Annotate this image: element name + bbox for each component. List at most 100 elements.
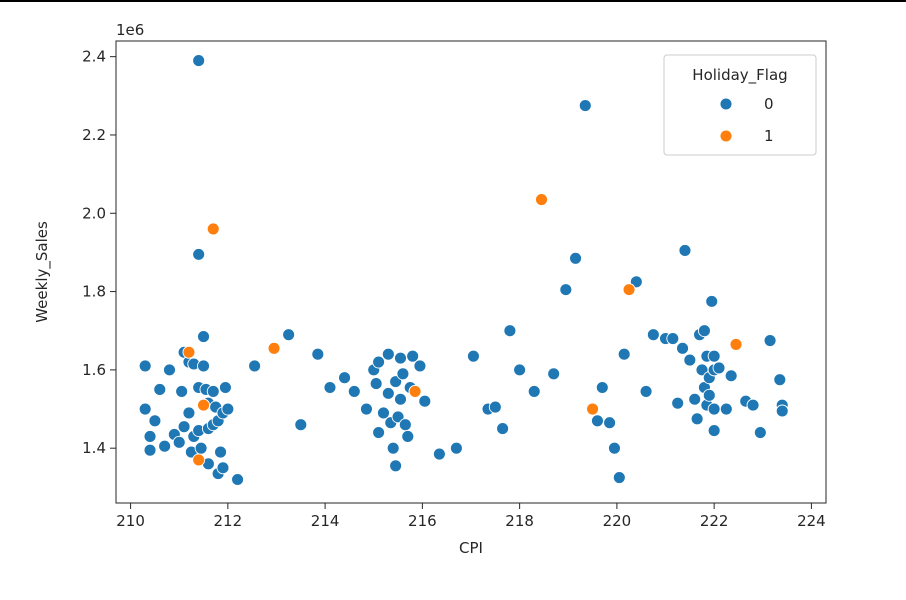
scatter-point-flag-0: [432, 447, 446, 461]
scatter-point-flag-0: [702, 388, 716, 402]
scatter-point-flag-0: [617, 347, 631, 361]
points-layer: [138, 54, 789, 486]
scatter-point-flag-0: [282, 328, 296, 342]
scatter-point-flag-0: [719, 402, 733, 416]
y-tick-label: 1.6: [82, 361, 106, 379]
scatter-point-flag-0: [639, 384, 653, 398]
scatter-point-flag-0: [148, 414, 162, 428]
scatter-point-flag-0: [712, 361, 726, 375]
scatter-point-flag-0: [153, 383, 167, 396]
scatter-point-flag-0: [138, 402, 152, 416]
scatter-point-flag-0: [705, 294, 719, 308]
scatter-point-flag-0: [138, 359, 152, 373]
scatter-point-flag-0: [347, 384, 361, 398]
scatter-point-flag-0: [646, 328, 660, 342]
scatter-point-flag-0: [578, 99, 592, 113]
scatter-point-flag-0: [488, 400, 502, 414]
scatter-point-flag-0: [389, 459, 403, 473]
scatter-point-flag-0: [158, 439, 172, 453]
x-tick-label: 218: [505, 512, 534, 530]
legend-box: [663, 54, 817, 156]
legend-marker-flag-0: [719, 97, 733, 111]
scatter-point-flag-0: [369, 377, 383, 391]
scatter-point-flag-0: [372, 426, 386, 439]
y-tick-label: 2.4: [82, 48, 106, 66]
scatter-point-flag-0: [197, 330, 210, 344]
scatter-point-flag-0: [192, 54, 206, 68]
scatter-point-flag-0: [496, 422, 510, 436]
x-tick-label: 224: [797, 512, 826, 530]
scatter-point-flag-0: [603, 416, 617, 430]
x-tick-label: 212: [214, 512, 243, 530]
y-tick-label: 2.2: [82, 126, 106, 144]
scatter-point-flag-0: [449, 441, 463, 455]
scatter-point-flag-0: [391, 410, 405, 424]
scatter-point-flag-0: [311, 347, 325, 361]
scatter-point-flag-0: [629, 275, 643, 289]
scatter-point-flag-0: [175, 384, 189, 398]
scatter-point-flag-0: [724, 369, 738, 383]
scatter-point-flag-0: [683, 353, 697, 367]
scatter-point-flag-0: [197, 359, 210, 373]
scatter-point-flag-1: [182, 345, 196, 359]
scatter-point-flag-0: [466, 349, 480, 363]
scatter-point-flag-0: [214, 445, 228, 459]
scatter-point-flag-0: [547, 367, 561, 381]
scatter-point-flag-0: [608, 441, 621, 455]
scatter-point-flag-0: [218, 381, 232, 394]
scatter-point-flag-0: [697, 324, 711, 338]
scatter-point-flag-0: [569, 251, 583, 265]
scatter-point-flag-0: [707, 402, 721, 416]
x-tick-label: 214: [311, 512, 340, 530]
y-axis-label: Weekly_Sales: [33, 221, 52, 323]
scatter-point-flag-0: [678, 244, 692, 257]
scatter-point-flag-1: [206, 222, 220, 236]
scatter-point-flag-0: [396, 367, 410, 381]
scatter-point-flag-0: [377, 406, 390, 420]
scatter-point-flag-0: [294, 418, 308, 432]
legend-label-flag-0: 0: [764, 95, 774, 113]
scatter-point-flag-0: [394, 392, 407, 406]
x-axis-ticks: 210 212 214 216 218 220 222 224: [116, 503, 826, 530]
scatter-point-flag-1: [622, 283, 636, 297]
scatter-point-flag-0: [513, 363, 527, 377]
scatter-point-flag-0: [394, 351, 407, 365]
scatter-point-flag-0: [676, 341, 689, 355]
scatter-point-flag-0: [688, 392, 702, 406]
scatter-point-flag-0: [559, 283, 573, 297]
scatter-point-flag-0: [590, 414, 604, 428]
scatter-point-flag-0: [386, 441, 400, 455]
scatter-point-flag-0: [381, 386, 395, 400]
scatter-point-flag-0: [177, 420, 191, 434]
scatter-point-flag-0: [746, 398, 760, 412]
scatter-point-flag-0: [182, 406, 196, 420]
scatter-point-flag-0: [389, 375, 403, 389]
scatter-point-flag-0: [775, 404, 789, 418]
scatter-point-flag-0: [753, 426, 767, 439]
scatter-point-flag-0: [527, 384, 541, 398]
scatter-point-flag-0: [595, 381, 609, 394]
scatter-point-flag-0: [406, 349, 420, 363]
top-border: [0, 0, 906, 2]
scatter-point-flag-0: [612, 471, 626, 485]
scatter-point-flag-0: [503, 324, 517, 338]
legend-entries: 01: [719, 95, 774, 145]
scatter-point-flag-0: [338, 371, 352, 385]
scatter-point-flag-0: [401, 429, 415, 443]
x-tick-label: 216: [408, 512, 437, 530]
scatter-point-flag-0: [143, 443, 157, 457]
scatter-point-flag-0: [359, 402, 373, 416]
scatter-point-flag-0: [763, 334, 777, 347]
scatter-point-flag-0: [163, 363, 176, 377]
axes-frame: [115, 40, 827, 504]
y-axis-ticks: 1.4 1.6 1.8 2.0 2.2 2.4: [82, 48, 116, 457]
y-offset-label: 1e6: [116, 21, 144, 39]
legend: Holiday_Flag 01: [663, 54, 817, 156]
scatter-point-flag-0: [172, 435, 186, 449]
scatter-point-flag-0: [192, 247, 206, 261]
scatter-point-flag-0: [773, 373, 787, 387]
y-tick-label: 1.8: [82, 283, 106, 301]
y-tick-label: 1.4: [82, 439, 106, 457]
scatter-point-flag-0: [231, 473, 245, 486]
scatter-point-flag-0: [143, 429, 157, 443]
